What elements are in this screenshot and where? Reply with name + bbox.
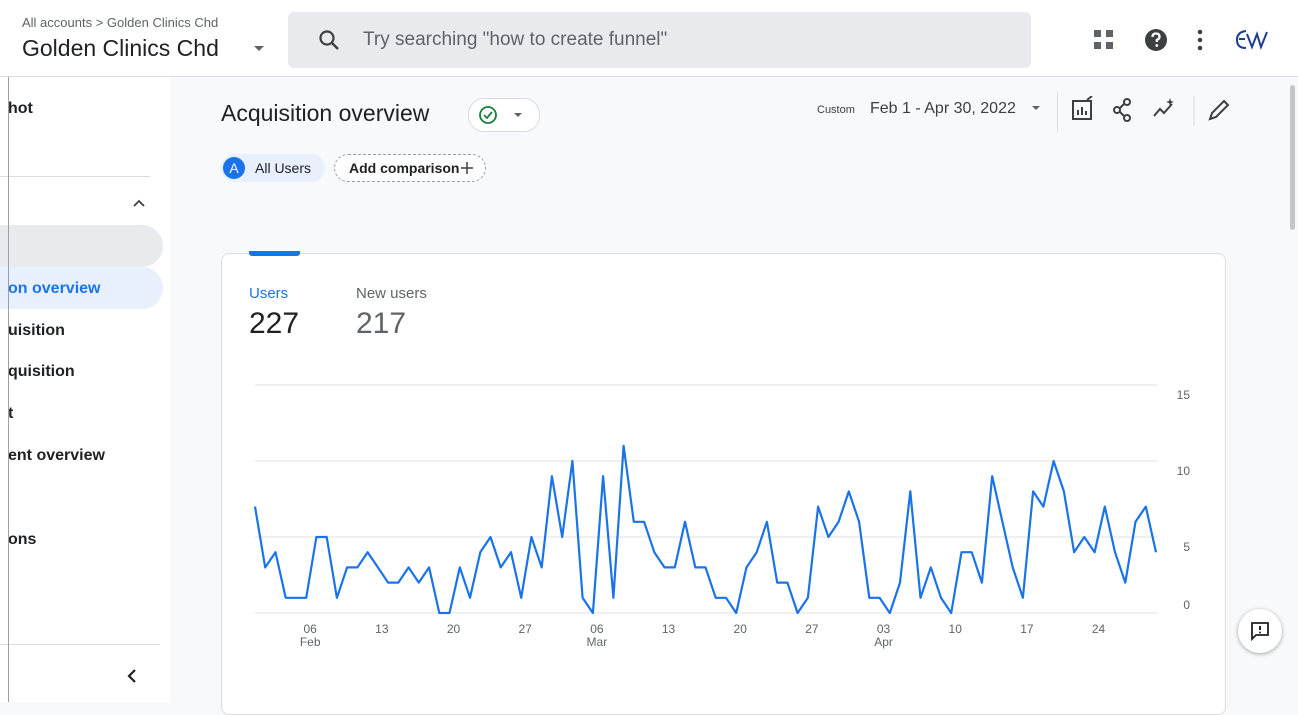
more-icon[interactable] xyxy=(1196,28,1204,52)
x-tick-label: 13 xyxy=(662,622,676,636)
account-name[interactable]: Golden Clinics Chd xyxy=(22,35,219,61)
x-tick-label: 27 xyxy=(805,622,819,636)
tab-indicator xyxy=(249,251,300,256)
divider xyxy=(0,176,150,177)
segment-name: All Users xyxy=(255,160,312,176)
data-line xyxy=(253,444,1158,615)
divider xyxy=(0,644,160,645)
sidebar: hot on overview uisition quisition t ent over… xyxy=(0,77,170,702)
metric-value: 217 xyxy=(356,307,407,340)
nav-item[interactable]: quisition xyxy=(8,363,75,380)
breadcrumb[interactable]: All accounts > Golden Clinics Chd xyxy=(22,15,219,30)
nav-item[interactable]: hot xyxy=(8,100,33,117)
nav-item[interactable]: t xyxy=(8,405,14,422)
feedback-button[interactable] xyxy=(1238,609,1282,653)
nav-group[interactable] xyxy=(0,225,163,267)
help-icon[interactable] xyxy=(1144,28,1168,52)
nav-active[interactable] xyxy=(0,267,163,309)
x-tick-label: 13 xyxy=(375,622,389,636)
divider xyxy=(1057,92,1058,132)
account-dropdown[interactable] xyxy=(252,44,266,54)
collapse-sidebar[interactable] xyxy=(125,667,139,685)
nav-item[interactable]: ons xyxy=(8,531,37,548)
x-tick-label: 06 xyxy=(590,622,604,636)
segment-chip[interactable]: A All Users xyxy=(221,154,325,182)
header-actions[interactable] xyxy=(1070,96,1240,126)
collapse-icon[interactable] xyxy=(132,198,146,208)
search-placeholder: Try searching "how to create funnel" xyxy=(363,29,668,50)
chart-card xyxy=(221,253,1226,715)
x-month-label: Feb xyxy=(300,635,321,649)
search-icon xyxy=(319,30,339,50)
metric-label[interactable]: Users xyxy=(249,285,289,302)
feedback-icon xyxy=(1251,622,1269,641)
frame-border xyxy=(8,77,9,702)
y-tick-label: 5 xyxy=(1183,540,1190,554)
account-logo[interactable] xyxy=(1234,26,1270,54)
y-tick-label: 10 xyxy=(1177,464,1191,478)
nav-item[interactable]: on overview xyxy=(8,280,101,297)
metric-label[interactable]: New users xyxy=(356,285,427,302)
page-title: Acquisition overview xyxy=(221,100,430,126)
scrollbar[interactable] xyxy=(1290,85,1295,230)
apps-icon[interactable] xyxy=(1094,30,1114,50)
add-comparison[interactable]: Add comparison xyxy=(334,154,486,182)
plus-icon xyxy=(461,162,473,174)
segment-badge: A xyxy=(223,157,245,179)
date-prefix: Custom xyxy=(817,104,855,116)
x-tick-label: 20 xyxy=(447,622,461,636)
date-range[interactable]: Feb 1 - Apr 30, 2022 xyxy=(870,100,1016,117)
x-month-label: Mar xyxy=(587,635,608,649)
status-button[interactable] xyxy=(468,98,540,132)
search-box[interactable]: Try searching "how to create funnel" xyxy=(288,12,1031,68)
x-tick-label: 03 xyxy=(877,622,891,636)
y-tick-label: 15 xyxy=(1177,388,1191,402)
date-dropdown[interactable] xyxy=(1031,104,1041,112)
nav-item[interactable]: ent overview xyxy=(8,447,105,464)
x-tick-label: 10 xyxy=(949,622,963,636)
x-tick-label: 17 xyxy=(1020,622,1034,636)
nav-item[interactable]: uisition xyxy=(8,322,65,339)
x-tick-label: 06 xyxy=(304,622,318,636)
x-month-label: Apr xyxy=(874,635,893,649)
x-tick-label: 27 xyxy=(519,622,533,636)
x-tick-label: 24 xyxy=(1092,622,1106,636)
top-bar: All accounts > Golden Clinics Chd Golden… xyxy=(0,0,1298,77)
add-comparison-label: Add comparison xyxy=(349,160,460,176)
y-tick-label: 0 xyxy=(1183,598,1190,612)
metric-value: 227 xyxy=(249,307,300,340)
x-tick-label: 20 xyxy=(734,622,748,636)
status-icon xyxy=(479,106,522,124)
